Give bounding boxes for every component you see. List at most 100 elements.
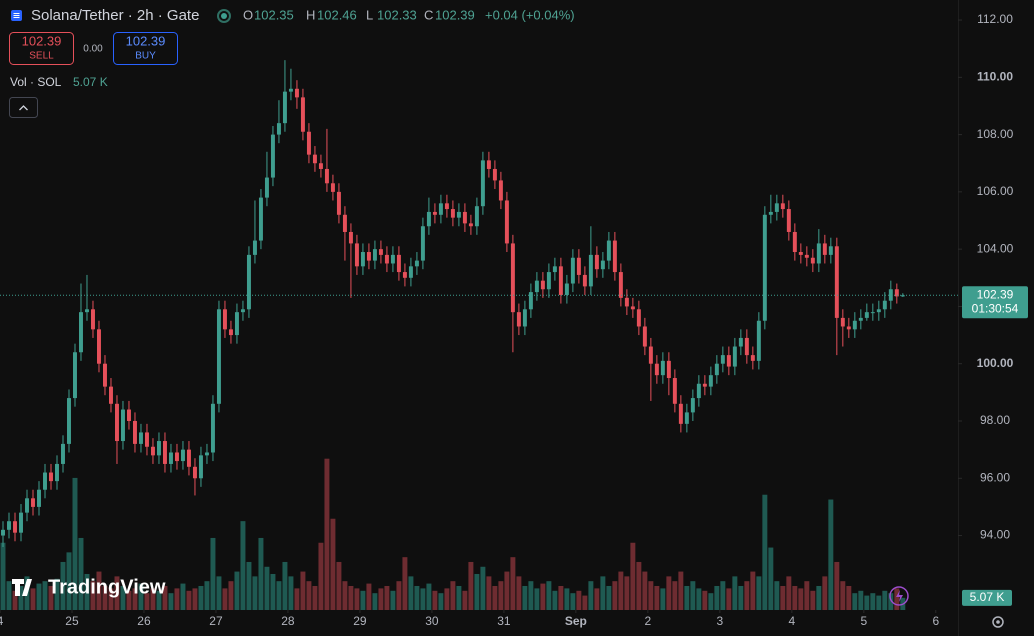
candle-body [756,320,761,361]
candle-body [174,452,179,462]
x-tick-label: 25 [65,614,79,628]
volume-bar [330,518,336,610]
volume-bar [588,581,594,610]
ohlc-label: H [306,7,315,22]
volume-bar [90,581,96,610]
volume-bar [882,590,888,610]
volume-bar [696,588,702,610]
volume-bar [606,585,612,610]
candle-body [798,252,803,255]
candle-body [618,272,623,298]
volume-bar [804,581,810,610]
candle-body [186,449,191,467]
candle-body [792,231,797,253]
candle-body [588,254,593,287]
volume-bar [30,588,36,610]
candle-body [636,309,641,327]
candle-body [900,295,905,297]
candle-body [870,312,875,314]
x-tick-label: 4 [0,614,4,628]
x-tick-label: 3 [717,614,724,628]
candle-body [546,272,551,290]
candle-body [828,246,833,255]
candle-body [67,398,71,444]
volume-bar [258,537,264,610]
volume-bar [234,571,240,610]
volume-bar [216,576,222,610]
volume-bar [750,571,756,610]
candle-body [108,386,113,404]
sell-button[interactable] [9,32,74,65]
settings-icon[interactable] [992,616,1004,628]
volume-bar [378,588,384,610]
candle-body [468,223,473,227]
candle-body [528,292,533,310]
volume-bar [270,573,276,610]
volume-bar [120,585,126,610]
volume-bar [54,578,60,610]
ohlc-value: 102.35 [254,7,294,22]
volume-bar [708,593,714,610]
symbol-icon-lines [13,13,20,18]
price-tag-price: 102.39 [977,287,1014,301]
candle-body [672,378,677,404]
volume-bar [222,588,228,610]
candle-body [570,257,575,284]
candle-body [150,446,155,456]
candle-body [43,472,47,490]
candle-body [822,243,827,255]
volume-bar [396,581,402,610]
volume-bar [492,585,498,610]
candle-body [552,266,557,273]
candle-body [462,211,467,224]
volume-bar [888,593,894,610]
candle-body [816,243,821,264]
candle-body [648,346,653,364]
change: +0.04 (+0.04%) [485,7,575,22]
volume-bar [654,585,660,610]
volume-bar [762,494,768,610]
price-tag [962,286,1028,319]
volume-bar [84,573,90,610]
volume-bar [738,585,744,610]
volume-bar [318,542,324,610]
collapse-caret [19,105,28,111]
candle-body [888,289,893,301]
volume-bar [468,561,474,610]
candle-body [354,243,359,267]
volume-bar [408,576,414,610]
candle-body [858,317,863,321]
volume-bar [690,581,696,610]
volume-bar [612,581,618,610]
volume-bar [828,499,834,610]
volume-bar [816,585,822,610]
brand-name: TradingView [48,576,166,598]
candle-body [426,211,431,227]
alert-icon[interactable] [889,586,909,606]
volume-bar [864,595,870,610]
volume-bar [666,576,672,610]
candle-body [120,409,125,442]
candle-body [684,412,689,424]
candle-body [252,240,257,255]
volume-bar [132,588,138,610]
candle-body [624,297,629,307]
volume-bar [0,542,6,610]
y-tick-label: 112.00 [977,12,1013,26]
volume-bar [822,576,828,610]
candle-body [732,346,737,367]
x-tick-label: 2 [645,614,652,628]
volume-bar [516,576,522,610]
volume-bar [744,581,750,610]
collapse-button[interactable] [9,97,38,118]
candle-body [630,306,635,310]
volume-bar [246,561,252,610]
buy-button[interactable] [113,32,178,65]
volume-bar [282,561,288,610]
candle-body [378,249,383,255]
candle-body [222,309,227,330]
candle-body [25,498,29,513]
volume-bar [726,588,732,610]
candle-body [102,363,107,387]
